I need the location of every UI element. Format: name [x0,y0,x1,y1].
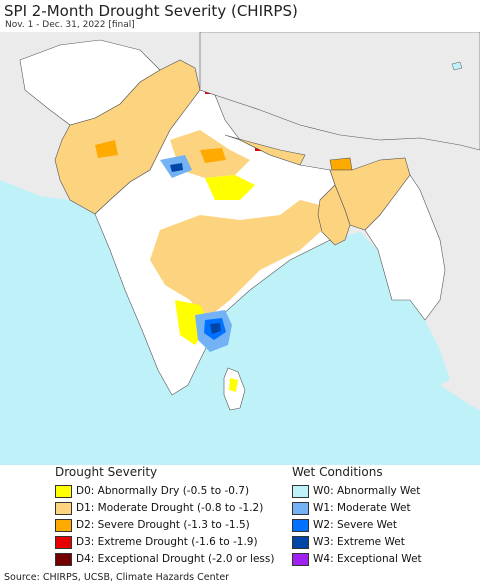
legend-label: D0: Abnormally Dry (-0.5 to -0.7) [76,485,250,497]
swatch-w2 [292,518,309,532]
swatch-w1 [292,501,309,515]
india-d0-north [205,175,255,200]
legend-label: D2: Severe Drought (-1.3 to -1.5) [76,519,250,531]
legend-item-w3: W3: Extreme Wet [292,534,405,550]
region-bhutan [329,157,353,171]
legend-item-w1: W1: Moderate Wet [292,500,411,516]
swatch-w4 [292,552,309,566]
map-subtitle: Nov. 1 - Dec. 31, 2022 [final] [5,20,135,30]
region-nepal [224,134,306,166]
legend-item-d2: D2: Severe Drought (-1.3 to -1.5) [55,517,250,533]
swatch-d4 [55,552,72,566]
legend-label: D3: Extreme Drought (-1.6 to -1.9) [76,536,258,548]
ocean [0,180,480,465]
swatch-w0 [292,484,309,498]
map-title: SPI 2-Month Drought Severity (CHIRPS) [4,2,298,20]
legend-label: W0: Abnormally Wet [313,485,421,497]
legend-label: W1: Moderate Wet [313,502,411,514]
swatch-d2 [55,518,72,532]
legend-drought-title: Drought Severity [55,465,158,479]
region-tibet [199,32,480,151]
swatch-d1 [55,501,72,515]
legend-item-d4: D4: Exceptional Drought (-2.0 or less) [55,551,274,567]
legend-wet-title: Wet Conditions [292,465,383,479]
legend-item-w0: W0: Abnormally Wet [292,483,420,499]
legend-item-w2: W2: Severe Wet [292,517,397,533]
region-myanmar [364,174,446,321]
source-credit: Source: CHIRPS, UCSB, Climate Hazards Ce… [4,572,230,583]
legend-label: W2: Severe Wet [313,519,397,531]
legend: Drought Severity Wet Conditions D0: Abno… [0,465,480,571]
d2-patch-1 [200,148,226,163]
legend-label: W3: Extreme Wet [313,536,405,548]
swatch-w3 [292,535,309,549]
swatch-d3 [55,535,72,549]
swatch-d0 [55,484,72,498]
legend-item-d3: D3: Extreme Drought (-1.6 to -1.9) [55,534,258,550]
andaman-sea [392,300,450,385]
legend-label: D4: Exceptional Drought (-2.0 or less) [76,553,275,565]
legend-item-d1: D1: Moderate Drought (-0.8 to -1.2) [55,500,263,516]
drought-map [0,32,480,465]
legend-item-w4: W4: Exceptional Wet [292,551,422,567]
north-wet-w2 [170,163,183,172]
legend-label: W4: Exceptional Wet [313,553,422,565]
sri-lanka-d0 [229,378,238,392]
legend-label: D1: Moderate Drought (-0.8 to -1.2) [76,502,264,514]
region-west [19,39,161,126]
small-lake [451,61,463,71]
legend-item-d0: D0: Abnormally Dry (-0.5 to -0.7) [55,483,249,499]
region-bangladesh [317,184,351,246]
d2-patch-2 [95,140,118,158]
india-d1-central [150,200,328,320]
india-wet-w3 [210,323,221,334]
